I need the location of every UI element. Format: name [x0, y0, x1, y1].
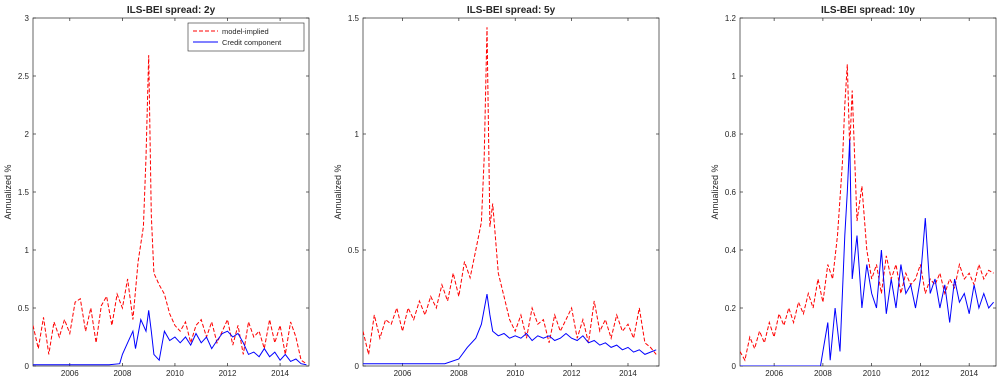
y-tick-label: 0: [732, 362, 737, 371]
y-tick-label: 1: [25, 246, 30, 255]
legend-label: Credit component: [222, 38, 282, 47]
y-tick-label: 1: [355, 130, 360, 139]
x-tick-label: 2010: [863, 369, 881, 378]
series-line-credit-component: [33, 310, 307, 366]
series-line-model-implied: [363, 27, 657, 355]
chart-panel-1: ILS-BEI spread: 2y 0 0.5 1 1.5 2 2.5 3 2006 2008 2…: [3, 5, 310, 378]
y-tick-label: 1: [732, 72, 737, 81]
plot-area: [32, 17, 310, 367]
y-tick-label: 0: [25, 362, 30, 371]
y-tick-label: 1.5: [18, 188, 30, 197]
y-tick-label: 2.5: [18, 72, 30, 81]
y-tick-label: 2: [25, 130, 30, 139]
y-axis-label: Annualized %: [333, 164, 343, 219]
y-tick-label: 3: [25, 14, 30, 23]
chart-title: ILS-BEI spread: 2y: [127, 5, 216, 16]
y-tick-label: 1.5: [348, 14, 360, 23]
x-tick-label: 2006: [765, 369, 783, 378]
y-axis-label: Annualized %: [3, 164, 13, 219]
x-tick-label: 2010: [166, 369, 184, 378]
chart-title: ILS-BEI spread: 10y: [821, 5, 915, 16]
x-tick-label: 2008: [814, 369, 832, 378]
x-tick-label: 2012: [563, 369, 581, 378]
x-tick-label: 2012: [219, 369, 237, 378]
chart-panel-2: ILS-BEI spread: 5y 0 0.5 1 1.5 2006 2008 2010 20…: [333, 5, 660, 378]
x-tick-label: 2014: [619, 369, 637, 378]
y-tick-label: 0.4: [725, 246, 737, 255]
x-tick-label: 2006: [61, 369, 79, 378]
y-tick-label: 0.5: [348, 246, 360, 255]
series-line-credit-component: [363, 294, 657, 365]
legend-box: [187, 22, 305, 52]
series-line-model-implied: [33, 55, 307, 365]
y-tick-label: 0.5: [18, 304, 30, 313]
y-tick-label: 0: [355, 362, 360, 371]
x-tick-label: 2014: [960, 369, 978, 378]
series-line-credit-component: [740, 139, 994, 366]
y-axis-label: Annualized %: [710, 164, 720, 219]
x-tick-label: 2012: [912, 369, 930, 378]
x-tick-label: 2008: [450, 369, 468, 378]
plot-area: [739, 17, 997, 367]
x-tick-label: 2010: [506, 369, 524, 378]
y-tick-label: 0.2: [725, 304, 737, 313]
y-tick-label: 0.8: [725, 130, 737, 139]
plot-area: [362, 17, 660, 367]
x-tick-label: 2014: [271, 369, 289, 378]
y-tick-label: 1.2: [725, 14, 737, 23]
y-tick-label: 0.6: [725, 188, 737, 197]
legend-label: model-implied: [222, 27, 269, 36]
chart-title: ILS-BEI spread: 5y: [467, 5, 556, 16]
legend: model-implied Credit component: [187, 22, 305, 52]
chart-panel-3: ILS-BEI spread: 10y 0 0.2 0.4 0.6 0.8 1 1.2 2006…: [710, 5, 997, 378]
x-tick-label: 2008: [113, 369, 131, 378]
x-tick-label: 2006: [394, 369, 412, 378]
